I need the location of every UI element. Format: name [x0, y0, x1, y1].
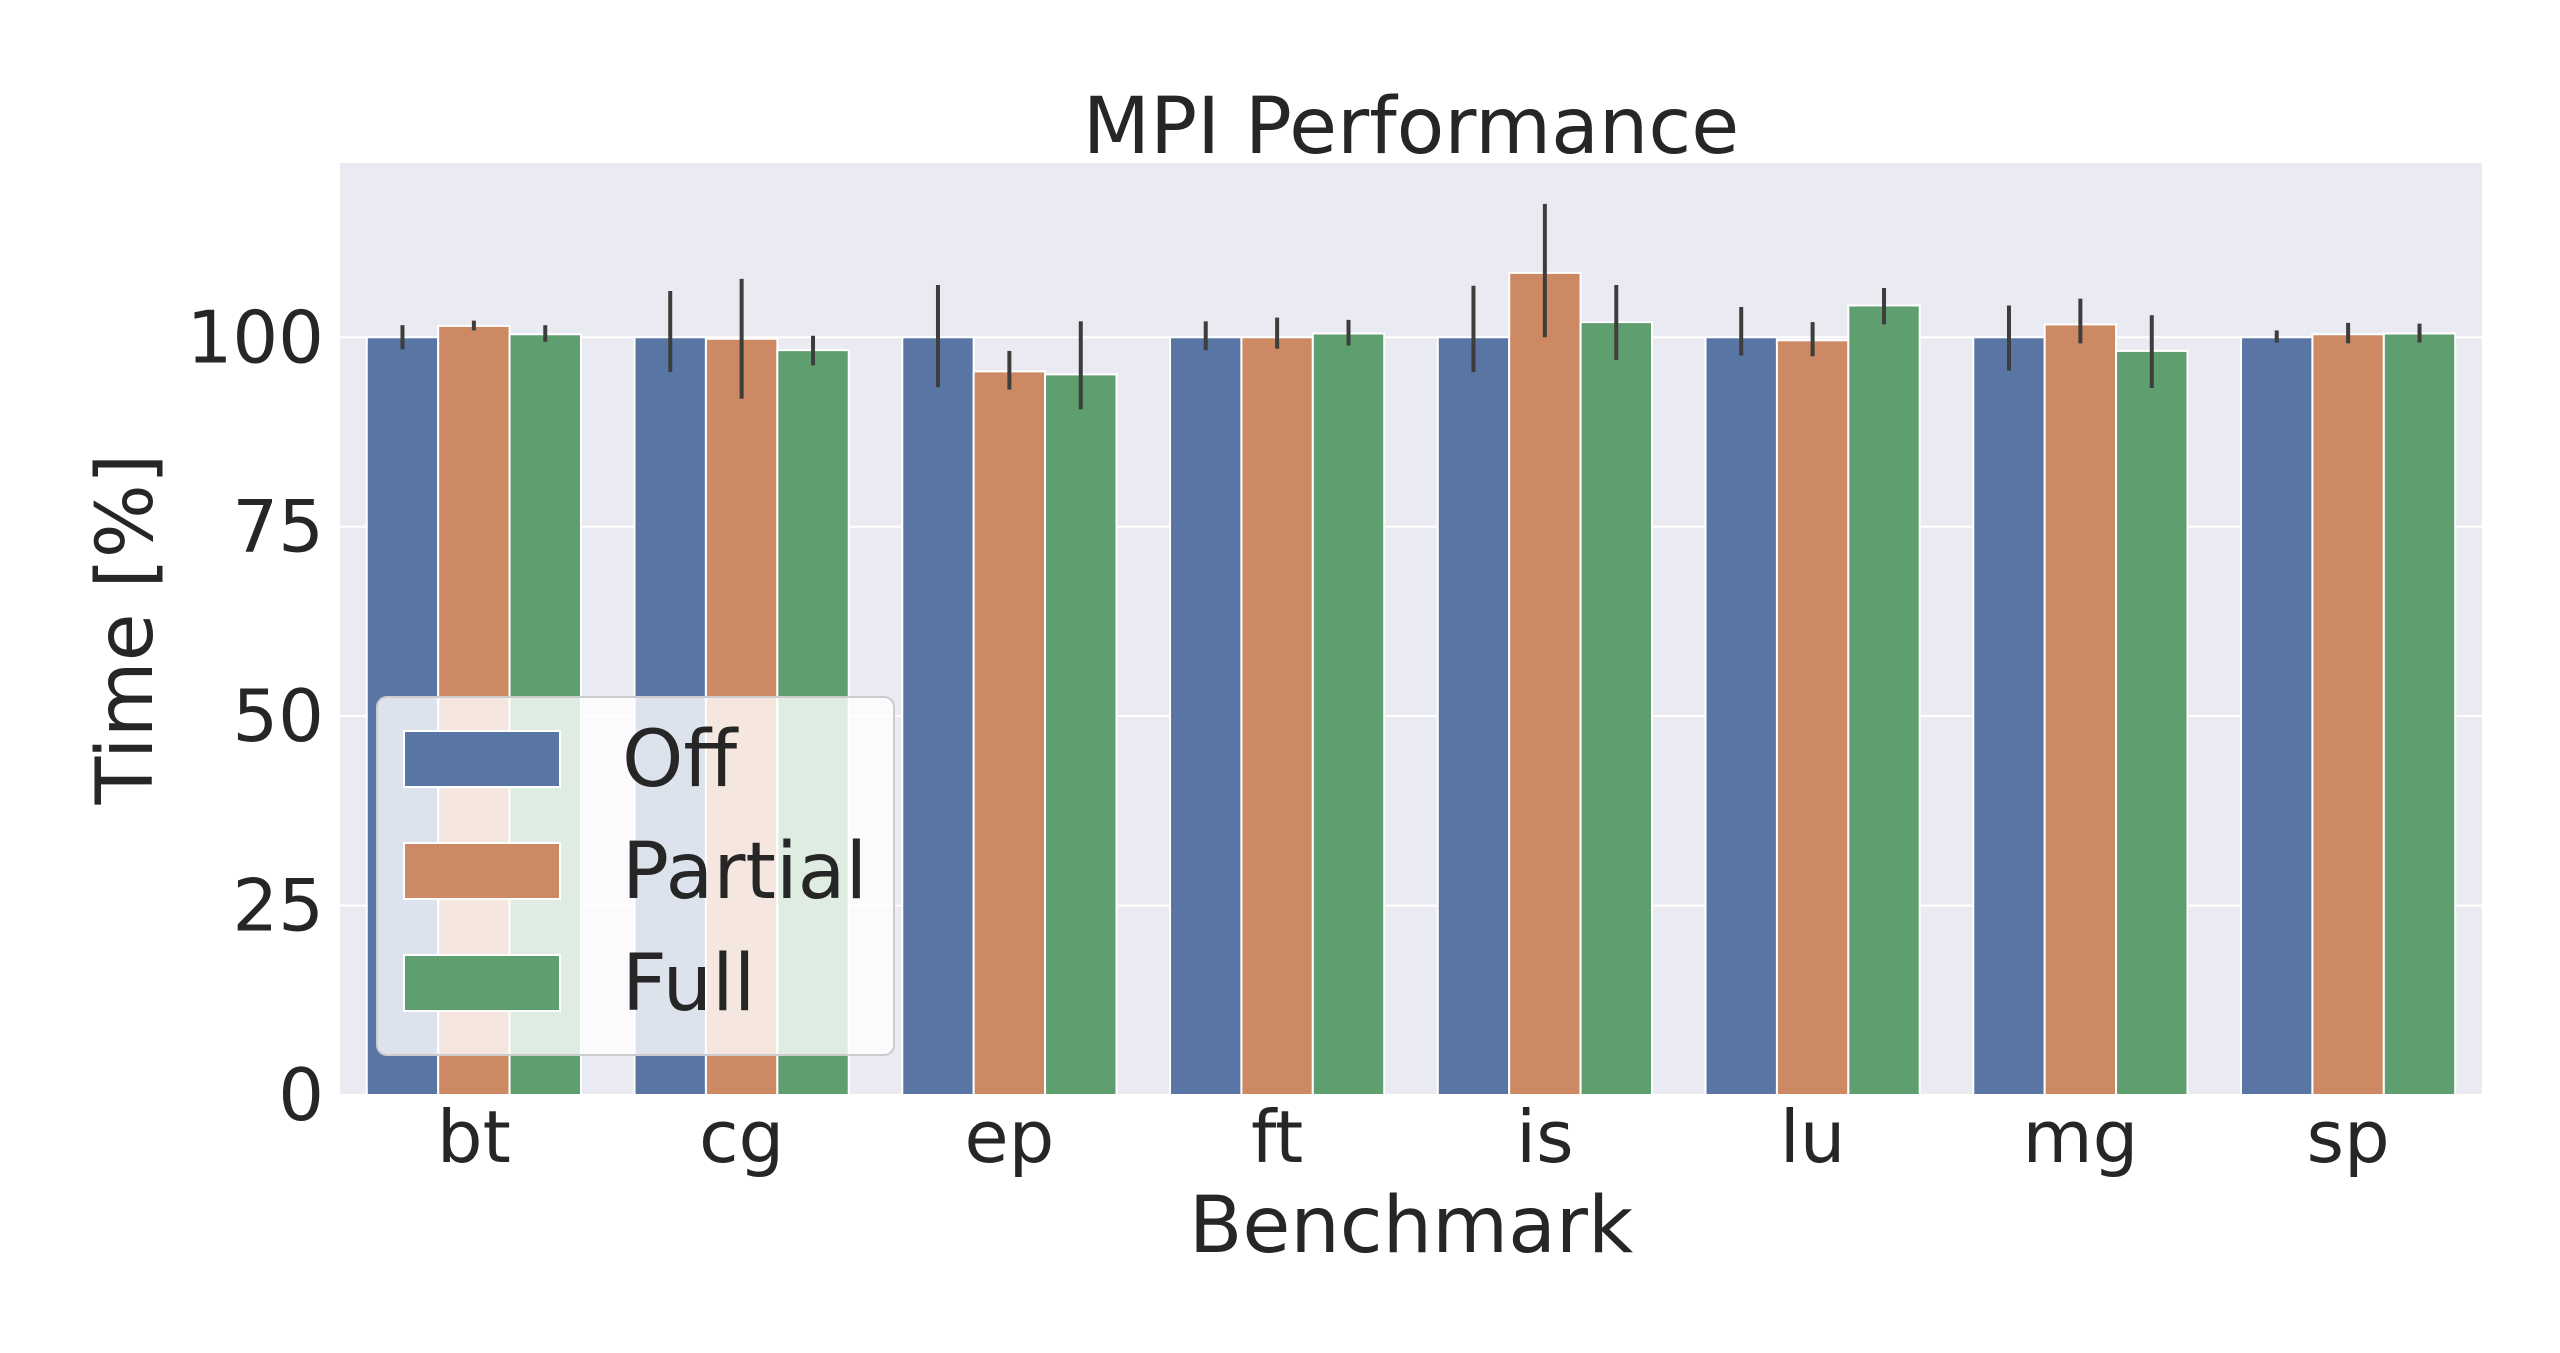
y-tick-labels: 0 25 50 75 100 [187, 295, 324, 1137]
x-tick-label: ft [1251, 1095, 1303, 1179]
bar-partial-sp [2311, 333, 2385, 1096]
bar-partial-mg [2043, 323, 2118, 1096]
y-tick-label: 0 [278, 1053, 324, 1137]
bar-partial-is [1508, 271, 1582, 1096]
legend-swatch-partial [403, 842, 561, 900]
x-tick-label: cg [699, 1095, 784, 1179]
x-tick-label: sp [2307, 1095, 2390, 1179]
x-tick-labels: bt cg ep ft is lu mg sp [437, 1095, 2390, 1179]
chart-title: MPI Performance [1083, 82, 1739, 172]
bar-full-is [1579, 321, 1653, 1096]
bar-partial-ep [972, 370, 1047, 1097]
bar-off-lu [1704, 336, 1778, 1096]
bar-partial-lu [1775, 339, 1850, 1096]
error-bars [400, 203, 2422, 410]
x-tick-label: bt [437, 1095, 511, 1179]
bar-off-ep [901, 336, 975, 1096]
bar-full-lu [1847, 304, 1921, 1096]
x-axis-label: Benchmark [1189, 1181, 1633, 1271]
y-tick-label: 100 [187, 295, 324, 379]
bar-off-is [1436, 336, 1511, 1096]
x-tick-label: mg [2022, 1095, 2138, 1179]
legend-label-off: Off [622, 715, 739, 805]
y-tick-label: 50 [232, 674, 324, 758]
bar-full-mg [2115, 349, 2189, 1096]
bar-full-ft [1311, 332, 1386, 1096]
bar-off-sp [2240, 336, 2314, 1096]
x-tick-label: ep [964, 1095, 1054, 1179]
y-axis-label: Time [%] [81, 454, 171, 806]
legend: Off Partial Full [376, 696, 895, 1056]
legend-label-partial: Partial [622, 827, 867, 917]
legend-swatch-full [403, 954, 561, 1012]
y-tick-label: 75 [232, 485, 324, 569]
legend-label-full: Full [622, 939, 755, 1029]
bar-off-ft [1169, 336, 1243, 1096]
x-tick-label: lu [1780, 1095, 1846, 1179]
bar-off-mg [1972, 336, 2046, 1096]
y-tick-label: 25 [232, 864, 324, 948]
bar-partial-ft [1240, 336, 1314, 1096]
x-tick-label: is [1516, 1095, 1574, 1179]
legend-swatch-off [403, 730, 561, 788]
bar-full-sp [2382, 332, 2457, 1096]
bar-full-ep [1044, 373, 1118, 1096]
